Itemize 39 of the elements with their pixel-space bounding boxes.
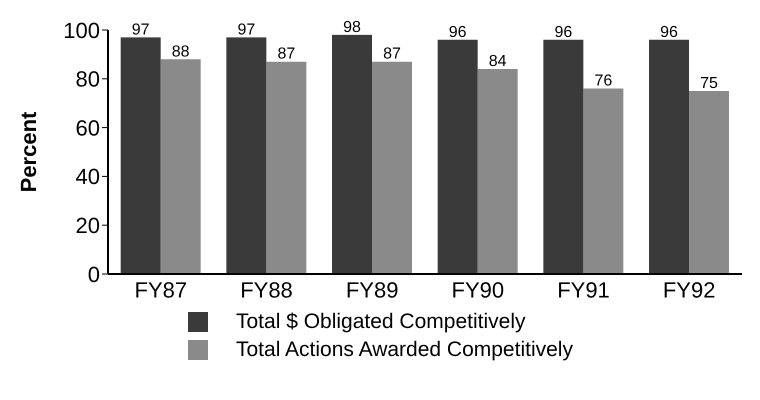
x-tick-label: FY90 xyxy=(452,278,504,303)
bar xyxy=(438,40,478,274)
y-tick-label: 100 xyxy=(63,18,100,43)
bar xyxy=(478,69,518,274)
data-label: 87 xyxy=(383,46,402,63)
x-tick-label: FY92 xyxy=(662,278,716,303)
y-tick-label: 0 xyxy=(88,262,100,287)
bar xyxy=(583,88,624,274)
legend-label: Total Actions Awarded Competitively xyxy=(236,337,573,363)
data-label: 97 xyxy=(132,21,150,38)
x-tick-label: FY87 xyxy=(134,278,188,303)
bar xyxy=(120,37,161,274)
x-tick-label: FY89 xyxy=(346,278,398,303)
y-tick-label: 20 xyxy=(76,213,100,238)
data-label: 96 xyxy=(448,24,467,41)
bar xyxy=(689,91,730,274)
data-label: 75 xyxy=(700,75,718,92)
x-tick-label: FY91 xyxy=(557,278,610,303)
data-label: 87 xyxy=(277,46,296,63)
bar xyxy=(226,37,266,274)
bar xyxy=(266,62,306,274)
bar xyxy=(160,59,201,274)
bar xyxy=(543,40,584,274)
bar xyxy=(649,40,690,274)
y-tick-label: 60 xyxy=(76,115,100,140)
data-label: 98 xyxy=(343,18,362,36)
data-label: 97 xyxy=(237,21,256,38)
y-tick-label: 40 xyxy=(76,164,100,190)
data-label: 84 xyxy=(488,53,507,70)
x-tick-label: FY88 xyxy=(240,278,293,303)
data-label: 96 xyxy=(660,24,678,41)
data-label: 96 xyxy=(554,24,572,41)
bar xyxy=(332,34,372,274)
data-label: 88 xyxy=(172,43,190,60)
bar xyxy=(372,62,412,274)
data-label: 76 xyxy=(594,72,612,90)
y-tick-label: 80 xyxy=(76,66,100,92)
legend-label: Total $ Obligated Competitively xyxy=(236,309,526,335)
y-axis-title: Percent xyxy=(16,110,41,192)
